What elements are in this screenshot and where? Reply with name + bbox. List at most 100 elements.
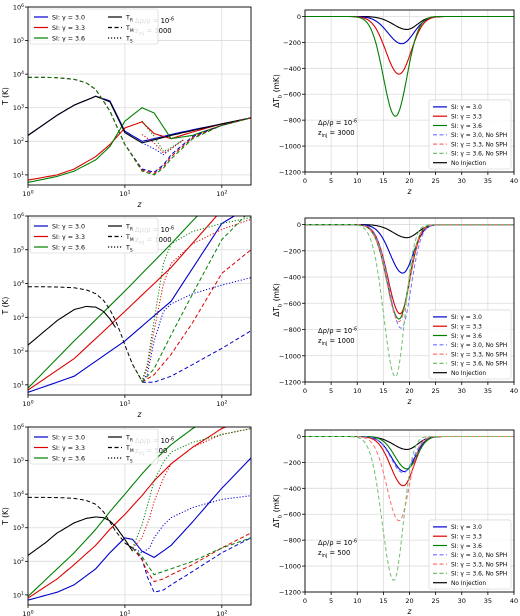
y-tick-label: −1200 [279,169,301,177]
legend-label: TM​ [125,234,134,243]
y-tick-label: 101​ [13,171,24,180]
legend-box [29,8,159,45]
legend-label: SI: γ = 3.0 [52,15,85,22]
x-tick-label: 25 [431,177,439,185]
x-axis-label: z [137,200,143,209]
y-tick-label: 105​ [13,36,24,45]
series-line [132,428,251,549]
y-axis-label: ΔTb​ (mK) [272,494,283,528]
legend-label: SI: γ = 3.6 [52,456,85,463]
x-tick-label: 30 [458,597,466,605]
y-tick-label: −1200 [279,379,301,387]
series-line [305,224,514,378]
panel-5: 100​101​102​101​102​103​104​105​106​zT (… [1,423,252,616]
series-line [28,286,143,382]
series-line [132,537,251,576]
y-axis-label: T (K) [1,87,10,106]
series-line [132,277,251,382]
x-axis-label: z [137,410,143,419]
legend-label: TS​ [125,36,133,45]
x-tick-label: 25 [431,597,439,605]
legend: SI: γ = 3.0 SI: γ = 3.3 SI: γ = 3.6 SI: γ =… [428,519,512,590]
y-tick-label: 102​ [13,137,24,146]
x-tick-label: 35 [484,177,492,185]
legend-label: SI: γ = 3.3, No SPH [451,142,507,148]
y-tick-label: −400 [283,274,301,282]
x-tick-label: 20 [405,387,413,395]
y-tick-label: 103​ [13,313,24,322]
series-line [28,427,228,599]
legend-label: No Injection [451,371,486,377]
y-axis-label: T (K) [1,297,10,316]
y-axis-label: ΔTb​ (mK) [272,74,283,108]
y-tick-label: 106​ [13,423,24,432]
y-tick-label: 102​ [13,557,24,566]
series-group [305,224,514,378]
x-tick-label: 40 [510,597,518,605]
y-tick-label: −200 [283,459,301,467]
x-tick-label: 15 [379,597,387,605]
x-tick-label: 15 [379,177,387,185]
legend-label: SI: γ = 3.0 [451,525,482,531]
x-tick-label: 102​ [216,609,227,616]
x-tick-label: 0 [303,387,307,395]
legend-label: TM​ [125,445,134,454]
series-line [28,457,251,601]
axes-frame [27,215,252,396]
y-tick-label: −200 [283,39,301,47]
legend-label: SI: γ = 3.3 [451,115,482,121]
series-line [28,107,251,183]
legend-label: SI: γ = 3.3 [52,234,85,241]
legend-box [29,428,159,465]
panel-6: 0 5 10 15 20 25 30 35 40 0 −200 −400 −600 −800 −1000 −1… [272,429,518,616]
x-tick-label: 100​ [22,399,33,408]
y-tick-label: 104​ [13,70,24,79]
y-tick-label: 106​ [13,212,24,221]
x-tick-label: 10 [353,177,361,185]
y-axis-label: ΔTb​ (mK) [272,283,283,317]
legend: SI: γ = 3.0 SI: γ = 3.3 SI: γ = 3.6 SI: γ =… [428,309,512,380]
legend-label: SI: γ = 3.6 [451,334,482,340]
series-line [142,330,251,383]
y-tick-label: −200 [283,247,301,255]
y-tick-label: 103​ [13,104,24,113]
series-line [141,249,251,383]
y-tick-label: −400 [283,65,301,73]
y-tick-label: 106​ [13,3,24,12]
legend-label: SI: γ = 3.6 [451,544,482,550]
legend-label: SI: γ = 3.6 [52,245,85,252]
legend-label: SI: γ = 3.3 [451,325,482,331]
y-tick-label: −1200 [279,589,301,597]
legend-box [428,99,512,170]
series-line [28,427,197,597]
legend-label: TR​ [125,15,133,24]
x-tick-label: 102​ [216,399,227,408]
series-line [132,428,251,549]
legend-box [29,217,159,254]
panel-2: 0 5 10 15 20 25 30 35 40 0 −200 −400 −600 −800 −1000 −1… [272,9,518,196]
x-tick-label: 5 [329,597,333,605]
series-group [28,427,251,601]
legend-label: SI: γ = 3.3, No SPH [451,352,507,358]
series-line [28,117,251,181]
series-line [28,216,236,393]
x-tick-label: 20 [405,177,413,185]
x-tick-label: 35 [484,597,492,605]
y-tick-label: −600 [283,91,301,99]
y-tick-label: 105​ [13,456,24,465]
series-line [28,496,133,549]
y-tick-label: 0 [297,13,301,21]
series-group [305,15,514,117]
x-axis-label: z [407,397,413,406]
series-line [28,305,116,346]
legend-label: TS​ [125,456,133,465]
legend-label: SI: γ = 3.3 [52,445,85,452]
annotation-density: Δρ/ρ = 10-6​ [318,118,357,127]
annotation-density: Δρ/ρ = 10-6​ [318,326,357,335]
y-tick-label: 104​ [13,279,24,288]
legend-label: TR​ [125,435,133,444]
y-tick-label: 102​ [13,347,24,356]
x-axis-label: z [407,187,413,196]
series-line [132,217,251,383]
